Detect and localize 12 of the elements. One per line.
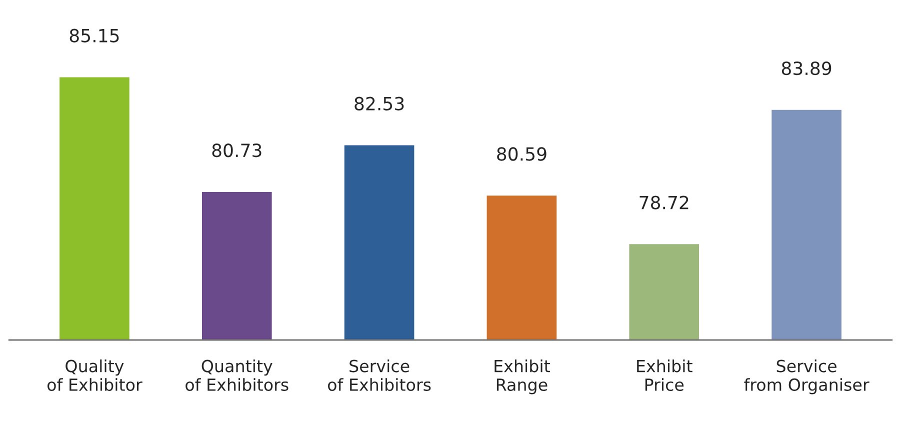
data-label: 80.73 <box>212 144 262 158</box>
data-label: 82.53 <box>354 96 404 110</box>
data-label: 78.72 <box>640 196 688 210</box>
data-label: 83.89 <box>782 62 832 76</box>
data-label: 85.15 <box>70 28 119 42</box>
x-tick-label: Service of Exhibitors <box>328 359 431 392</box>
x-tick-label: Exhibit Range <box>494 359 550 394</box>
x-tick-label: Service from Organiser <box>744 359 870 394</box>
x-tick-label: Quality of Exhibitor <box>48 359 142 392</box>
x-tick-label: Quantity of Exhibitors <box>186 359 288 392</box>
data-label: 80.59 <box>497 147 546 161</box>
x-tick-label: Exhibit Price <box>637 359 692 392</box>
